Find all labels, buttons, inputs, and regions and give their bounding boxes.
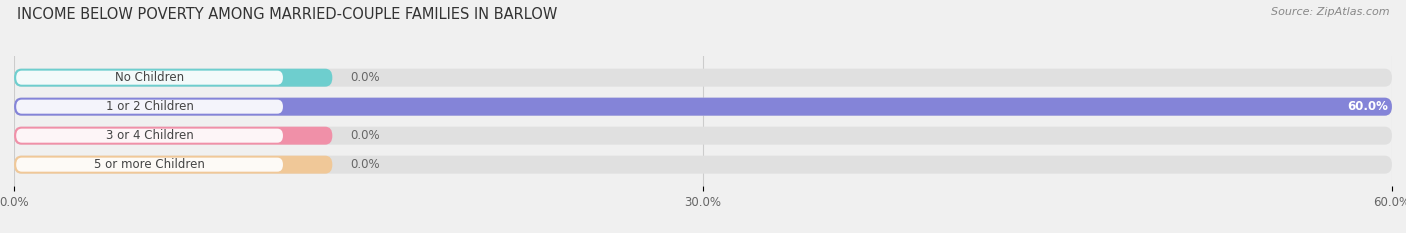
Text: Source: ZipAtlas.com: Source: ZipAtlas.com: [1271, 7, 1389, 17]
Text: 5 or more Children: 5 or more Children: [94, 158, 205, 171]
Text: No Children: No Children: [115, 71, 184, 84]
Text: 60.0%: 60.0%: [1347, 100, 1388, 113]
Text: 0.0%: 0.0%: [350, 129, 381, 142]
Text: INCOME BELOW POVERTY AMONG MARRIED-COUPLE FAMILIES IN BARLOW: INCOME BELOW POVERTY AMONG MARRIED-COUPL…: [17, 7, 557, 22]
FancyBboxPatch shape: [14, 69, 1392, 87]
Text: 0.0%: 0.0%: [350, 71, 381, 84]
FancyBboxPatch shape: [14, 127, 1392, 145]
FancyBboxPatch shape: [14, 156, 1392, 174]
FancyBboxPatch shape: [14, 98, 1392, 116]
FancyBboxPatch shape: [14, 127, 332, 145]
FancyBboxPatch shape: [17, 129, 283, 143]
FancyBboxPatch shape: [17, 71, 283, 85]
FancyBboxPatch shape: [17, 158, 283, 172]
Text: 1 or 2 Children: 1 or 2 Children: [105, 100, 194, 113]
FancyBboxPatch shape: [17, 100, 283, 114]
Text: 0.0%: 0.0%: [350, 158, 381, 171]
FancyBboxPatch shape: [14, 69, 332, 87]
FancyBboxPatch shape: [14, 156, 332, 174]
Text: 3 or 4 Children: 3 or 4 Children: [105, 129, 194, 142]
FancyBboxPatch shape: [14, 98, 1392, 116]
